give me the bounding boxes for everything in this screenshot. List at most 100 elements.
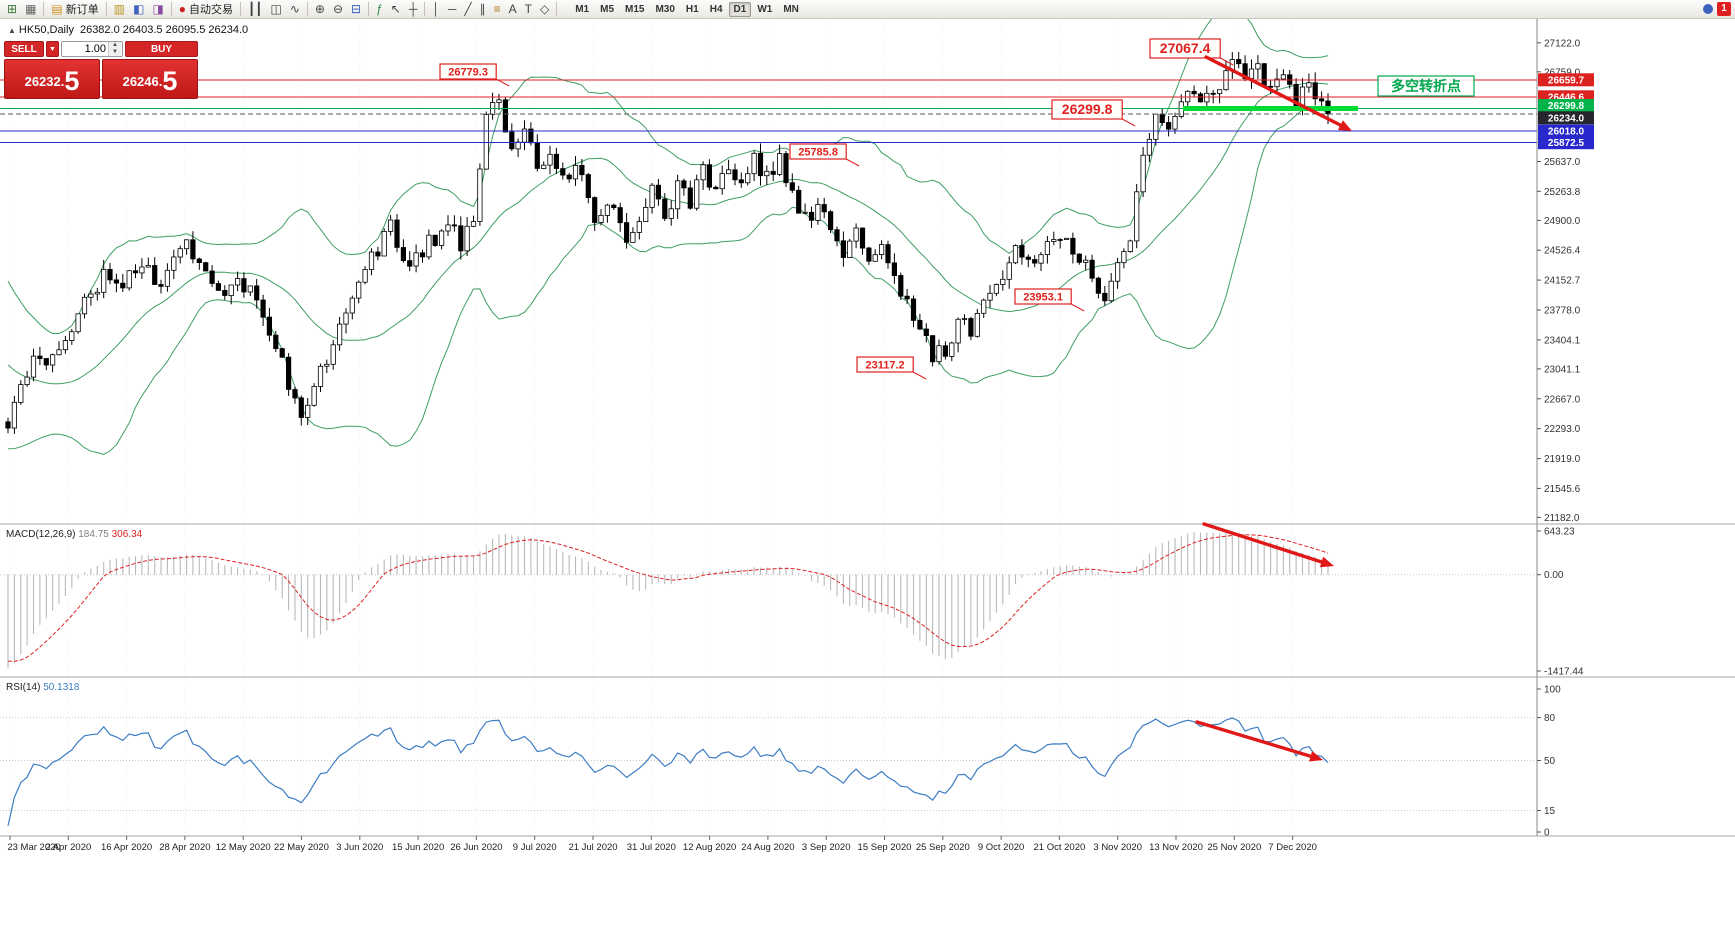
navigator-icon: ◨ <box>152 2 164 16</box>
buy-price: 26246. <box>122 74 163 89</box>
trend-arrow[interactable] <box>1195 720 1323 762</box>
shapes-button[interactable]: ◇ <box>536 1 553 18</box>
fibonacci-icon: ≡ <box>493 2 501 16</box>
axis-price-label: 26018.0 <box>1538 124 1594 138</box>
fibonacci-button[interactable]: ≡ <box>490 1 505 18</box>
volume-spinner[interactable]: ▲ ▼ <box>108 42 121 56</box>
timeframe-h1-button[interactable]: H1 <box>685 3 699 15</box>
svg-text:16 Apr 2020: 16 Apr 2020 <box>101 842 152 853</box>
timeframe-w1-button[interactable]: W1 <box>757 3 773 15</box>
timeframe-m15-button[interactable]: M15 <box>625 3 645 15</box>
price-annotation[interactable]: 27067.4 <box>1149 38 1234 66</box>
crosshair-button[interactable]: ┼ <box>405 1 422 18</box>
shapes-icon: ◇ <box>539 2 550 16</box>
linechart-button[interactable]: ∿ <box>286 1 304 18</box>
macd-label: MACD(12,26,9) 184.75 306.34 <box>6 529 143 540</box>
barchart-button[interactable]: ┃┃ <box>244 1 266 18</box>
channel-button[interactable]: ∥ <box>476 1 490 18</box>
svg-text:22293.0: 22293.0 <box>1544 424 1581 435</box>
svg-text:15 Jun 2020: 15 Jun 2020 <box>392 842 444 853</box>
trend-arrow[interactable] <box>1202 522 1334 568</box>
profiles-button[interactable]: ▦ <box>21 1 40 18</box>
cursor-button[interactable]: ↖ <box>387 1 405 18</box>
sell-price-button[interactable]: 26232. 5 <box>4 59 100 99</box>
svg-text:26 Jun 2020: 26 Jun 2020 <box>450 842 502 853</box>
trend-arrow[interactable] <box>1204 55 1352 131</box>
svg-text:24152.7: 24152.7 <box>1544 276 1581 287</box>
svg-text:9 Oct 2020: 9 Oct 2020 <box>978 842 1024 853</box>
data-window-button[interactable]: ◧ <box>129 1 148 18</box>
timeframe-h4-button[interactable]: H4 <box>709 3 723 15</box>
autotrading-icon: ● <box>178 2 187 16</box>
buy-price-button[interactable]: 26246. 5 <box>102 59 198 99</box>
volume-stepper: ▲ ▼ <box>61 41 123 57</box>
price-annotation[interactable]: 25785.8 <box>789 143 860 167</box>
price-annotation[interactable]: 23117.2 <box>856 356 927 380</box>
linechart-icon: ∿ <box>289 2 300 16</box>
volume-input[interactable] <box>62 42 108 56</box>
profiles-icon: ▦ <box>25 2 37 16</box>
zoom-in-button[interactable]: ⊕ <box>311 1 329 18</box>
buy-button[interactable]: BUY <box>125 41 198 57</box>
toolbar-separator <box>105 2 107 16</box>
timeframe-m30-button[interactable]: M30 <box>655 3 675 15</box>
ohlc-values: 26382.0 26403.5 26095.5 26234.0 <box>79 24 249 36</box>
svg-text:21182.0: 21182.0 <box>1544 513 1580 524</box>
price-annotation[interactable]: 23953.1 <box>1014 288 1085 312</box>
indicators-button[interactable]: ƒ <box>372 1 387 18</box>
sell-price: 26232. <box>24 74 65 89</box>
svg-text:26759.0: 26759.0 <box>1544 67 1581 78</box>
svg-text:9 Jul 2020: 9 Jul 2020 <box>513 842 557 853</box>
candlestick-icon: ◫ <box>270 2 282 16</box>
svg-text:-1417.44: -1417.44 <box>1544 667 1584 678</box>
barchart-icon: ┃┃ <box>248 2 263 16</box>
vline-button[interactable]: │ <box>428 1 444 18</box>
new-chart-icon: ⊞ <box>7 2 18 16</box>
market-watch-button[interactable]: ▥ <box>110 1 129 18</box>
toolbar-separator <box>240 2 242 16</box>
svg-text:23953.1: 23953.1 <box>1023 292 1063 304</box>
svg-text:0.00: 0.00 <box>1544 570 1564 581</box>
zoom-out-button[interactable]: ⊖ <box>329 1 347 18</box>
timeframe-m5-button[interactable]: M5 <box>600 3 615 15</box>
notification-badge[interactable]: 1 <box>1717 2 1731 16</box>
navigator-button[interactable]: ◨ <box>148 1 167 18</box>
svg-text:15 Sep 2020: 15 Sep 2020 <box>858 842 912 853</box>
svg-text:100: 100 <box>1544 685 1561 696</box>
trendline-button[interactable]: ╱ <box>460 1 475 18</box>
spin-down-icon[interactable]: ▼ <box>109 49 121 56</box>
label-button[interactable]: T <box>521 1 536 18</box>
price-annotation[interactable]: 26779.3 <box>439 63 510 87</box>
sell-button[interactable]: SELL <box>4 41 44 57</box>
autotrading-button[interactable]: ● 自动交易 <box>175 1 237 18</box>
new-order-button[interactable]: ▤ 新订单 <box>47 1 102 18</box>
svg-text:26299.8: 26299.8 <box>1062 101 1113 117</box>
svg-text:26779.3: 26779.3 <box>448 67 488 79</box>
price-annotation[interactable]: 26299.8 <box>1051 99 1136 127</box>
axis-price-label: 26299.8 <box>1538 99 1594 112</box>
trendline-icon: ╱ <box>464 2 472 16</box>
pivot-point-label[interactable]: 多空转折点 <box>1377 75 1475 97</box>
svg-text:25 Sep 2020: 25 Sep 2020 <box>916 842 970 853</box>
text-button[interactable]: A <box>505 1 521 18</box>
hline-button[interactable]: ─ <box>444 1 461 18</box>
timeframe-m1-button[interactable]: M1 <box>575 3 590 15</box>
one-click-trading-panel: SELL ▼ ▲ ▼ BUY 26232. 5 26246. 5 <box>4 41 198 99</box>
candlestick-button[interactable]: ◫ <box>266 1 285 18</box>
svg-text:3 Sep 2020: 3 Sep 2020 <box>802 842 851 853</box>
buy-price-big-digit: 5 <box>162 66 178 96</box>
svg-text:7 Dec 2020: 7 Dec 2020 <box>1268 842 1317 853</box>
tile-windows-button[interactable]: ⊟ <box>347 1 365 18</box>
timeframe-mn-button[interactable]: MN <box>783 3 799 15</box>
order-type-dropdown[interactable]: ▼ <box>46 41 59 57</box>
svg-text:27067.4: 27067.4 <box>1160 40 1211 56</box>
svg-text:25637.0: 25637.0 <box>1544 157 1581 168</box>
svg-text:28 Apr 2020: 28 Apr 2020 <box>159 842 210 853</box>
collapse-icon[interactable]: ▲ <box>8 26 16 35</box>
timeframe-d1-button[interactable]: D1 <box>728 1 752 17</box>
svg-text:25263.8: 25263.8 <box>1544 187 1581 198</box>
new-chart-button[interactable]: ⊞ <box>3 1 21 18</box>
spin-up-icon[interactable]: ▲ <box>109 42 121 49</box>
data-window-icon: ◧ <box>133 2 145 16</box>
